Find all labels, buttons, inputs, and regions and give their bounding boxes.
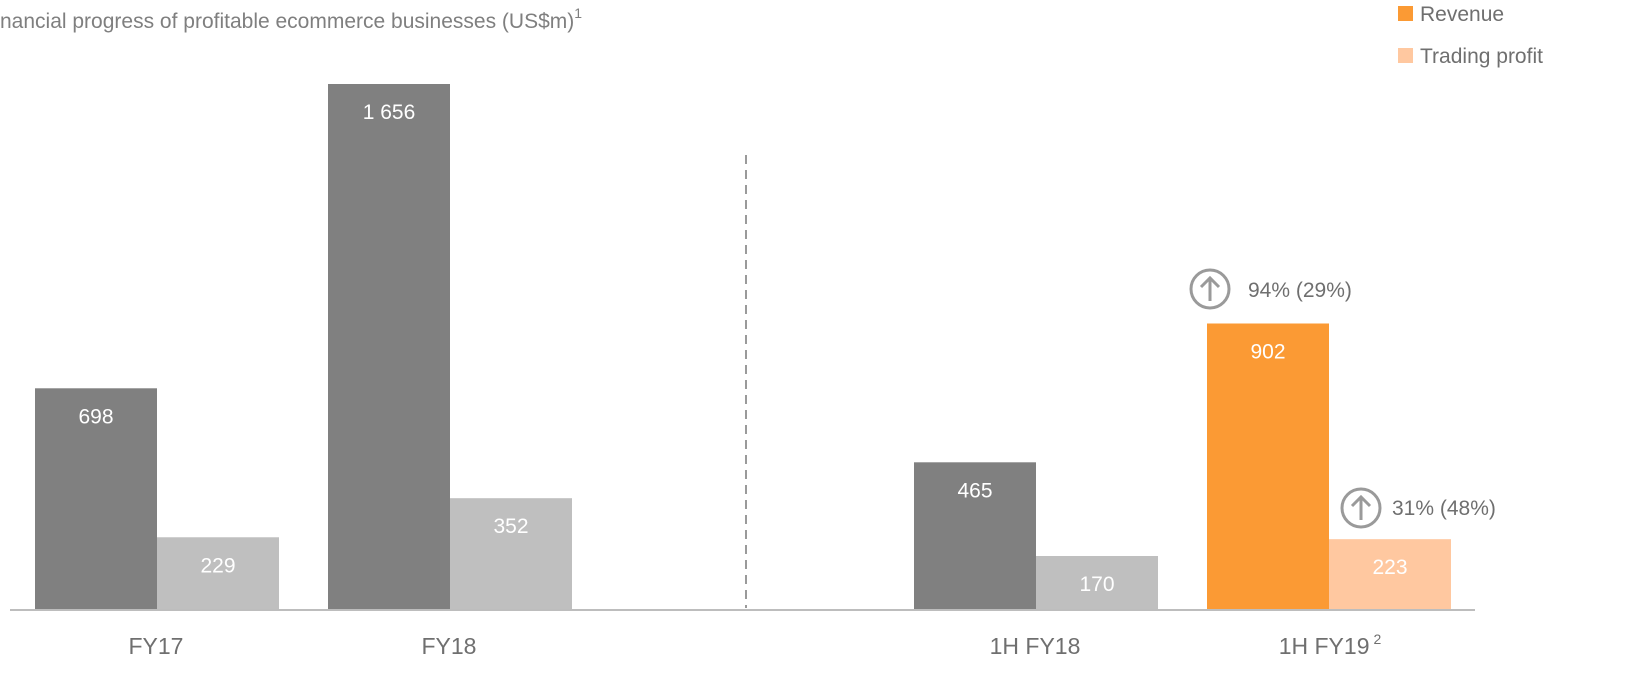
bar-revenue-1h-fy19 bbox=[1207, 323, 1329, 610]
bars-group: 698 229 1 656 352 465 170 902 223 bbox=[35, 84, 1451, 610]
category-label-1h-fy19: 1H FY19 2 bbox=[1279, 631, 1382, 659]
value-label-revenue-1h-fy19: 902 bbox=[1250, 340, 1285, 363]
value-label-trading-profit-fy18: 352 bbox=[493, 515, 528, 538]
chart-title-text: nancial progress of profitable ecommerce… bbox=[0, 10, 574, 33]
category-superscript-1h-fy19: 2 bbox=[1373, 631, 1381, 647]
legend-swatch-trading-profit bbox=[1398, 48, 1413, 63]
bar-trading-profit-fy18 bbox=[450, 498, 572, 610]
chart-title-superscript: 1 bbox=[574, 5, 582, 21]
annotation-profit-growth: 31% (48%) bbox=[1340, 487, 1496, 529]
legend-label-trading-profit: Trading profit bbox=[1420, 45, 1543, 68]
bar-revenue-1h-fy18 bbox=[914, 462, 1036, 610]
legend-label-revenue: Revenue bbox=[1420, 3, 1504, 26]
bar-revenue-fy18 bbox=[328, 84, 450, 610]
category-labels: FY17 FY18 1H FY18 1H FY19 2 bbox=[129, 631, 1382, 659]
bar-trading-profit-1h-fy18 bbox=[1036, 556, 1158, 610]
value-label-revenue-1h-fy18: 465 bbox=[957, 479, 992, 502]
up-arrow-circle-icon bbox=[1340, 487, 1382, 529]
annotation-text-revenue: 94% (29%) bbox=[1248, 279, 1352, 302]
up-arrow-circle-icon bbox=[1189, 268, 1231, 310]
value-label-revenue-fy18: 1 656 bbox=[363, 101, 416, 124]
bar-trading-profit-fy17 bbox=[157, 537, 279, 610]
value-label-trading-profit-1h-fy19: 223 bbox=[1372, 556, 1407, 579]
category-label-fy18: FY18 bbox=[422, 633, 477, 659]
category-label-fy17: FY17 bbox=[129, 633, 184, 659]
legend: Revenue Trading profit bbox=[1398, 3, 1543, 68]
bar-trading-profit-1h-fy19 bbox=[1329, 539, 1451, 610]
value-label-revenue-fy17: 698 bbox=[78, 405, 113, 428]
category-label-1h-fy18: 1H FY18 bbox=[990, 633, 1081, 659]
annotation-text-profit: 31% (48%) bbox=[1392, 497, 1496, 520]
annotation-revenue-growth: 94% (29%) bbox=[1189, 268, 1352, 310]
value-label-trading-profit-fy17: 229 bbox=[200, 554, 235, 577]
legend-swatch-revenue bbox=[1398, 6, 1413, 21]
bar-revenue-fy17 bbox=[35, 388, 157, 610]
chart-title: nancial progress of profitable ecommerce… bbox=[0, 5, 582, 33]
value-label-trading-profit-1h-fy18: 170 bbox=[1079, 573, 1114, 596]
